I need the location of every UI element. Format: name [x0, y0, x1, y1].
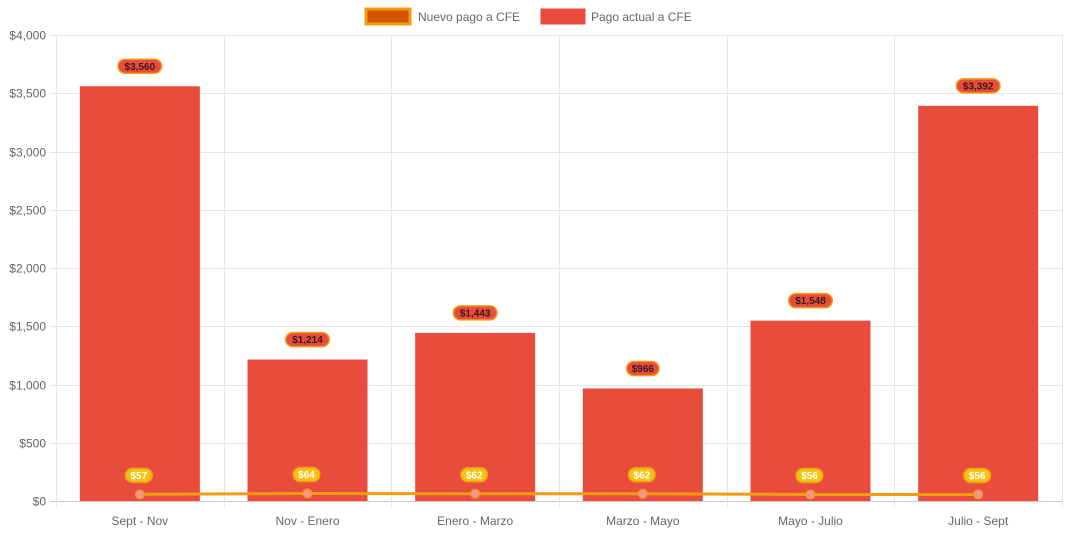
data-label-nuevo-pago-text: $56 [801, 471, 818, 482]
legend-label-pago-actual: Pago actual a CFE [591, 10, 692, 24]
data-label-pago-actual-bg [625, 360, 660, 377]
data-label-nuevo-pago-bg [124, 467, 153, 484]
legend-label-nuevo-pago: Nuevo pago a CFE [418, 10, 520, 24]
x-tick-label: Nov - Enero [275, 514, 339, 528]
point-nuevo-pago [302, 488, 313, 499]
y-tick-label: $1,500 [9, 320, 46, 334]
line-layer [134, 488, 984, 500]
data-label-nuevo-pago-text: $56 [969, 471, 986, 482]
point-nuevo-pago [637, 488, 648, 499]
y-tick-label: $500 [19, 437, 46, 451]
point-nuevo-pago [805, 489, 816, 500]
y-tick-label: $4,000 [9, 29, 46, 43]
data-label-pago-actual: $1,214 [284, 331, 331, 348]
data-label-nuevo-pago-text: $62 [633, 470, 650, 481]
x-tick-label: Enero - Marzo [437, 514, 513, 528]
x-tick-label: Mayo - Julio [778, 514, 843, 528]
data-label-nuevo-pago: $57 [124, 467, 153, 484]
legend-swatch-pago-actual [540, 8, 586, 25]
y-tick-label: $1,000 [9, 379, 46, 393]
data-label-nuevo-pago: $64 [292, 466, 321, 483]
bar-pago-actual [79, 86, 200, 501]
data-label-pago-actual-text: $3,392 [963, 81, 994, 92]
bar-layer [79, 86, 1039, 501]
y-tick-label: $3,000 [9, 146, 46, 160]
data-label-nuevo-pago-bg [460, 467, 489, 483]
point-nuevo-pago [134, 489, 145, 500]
grid-layer [50, 35, 1063, 507]
data-label-pago-actual: $1,548 [787, 292, 834, 309]
x-tick-label: Julio - Sept [948, 514, 1009, 528]
axis-layer: $0 $500 $1,000 $1,500 $2,000 $2,500 $3,000 $3,5… [9, 29, 1009, 529]
bar-pago-actual [582, 388, 703, 501]
data-label-nuevo-pago-bg [292, 466, 321, 483]
x-tick-label: Marzo - Mayo [606, 514, 680, 528]
data-label-nuevo-pago-bg [795, 467, 824, 484]
data-label-pago-actual-bg [284, 331, 331, 348]
data-label-pago-actual-bg [787, 292, 834, 309]
data-label-pago-actual: $966 [625, 360, 660, 377]
data-label-pago-actual-text: $3,560 [125, 62, 156, 73]
data-label-nuevo-pago: $62 [627, 467, 656, 483]
line-nuevo-pago [139, 492, 979, 496]
legend: Nuevo pago a CFE Pago actual a CFE [364, 7, 692, 26]
bar-pago-actual [918, 105, 1039, 501]
data-label-nuevo-pago-text: $62 [466, 470, 483, 481]
point-nuevo-pago [470, 488, 481, 499]
point-nuevo-pago [973, 489, 984, 500]
data-label-nuevo-pago-bg [963, 467, 992, 484]
data-label-pago-actual-text: $1,548 [795, 296, 826, 307]
y-tick-label: $2,500 [9, 204, 46, 218]
data-label-pago-actual: $3,560 [117, 58, 163, 75]
legend-swatch-nuevo-pago [364, 7, 412, 26]
data-label-pago-actual-text: $1,214 [292, 335, 323, 346]
legend-item-nuevo-pago[interactable]: Nuevo pago a CFE [364, 7, 520, 26]
data-label-pago-actual-bg [955, 78, 1001, 94]
y-tick-label: $3,500 [9, 87, 46, 101]
data-label-pago-actual-bg [117, 58, 163, 75]
y-tick-label: $0 [33, 495, 47, 509]
data-label-nuevo-pago: $62 [460, 467, 489, 483]
data-label-pago-actual: $1,443 [452, 305, 498, 321]
data-label-pago-actual-text: $966 [632, 364, 655, 375]
data-label-nuevo-pago: $56 [795, 467, 824, 484]
data-label-nuevo-pago: $56 [963, 467, 992, 484]
data-label-pago-actual-bg [452, 305, 498, 321]
data-label-nuevo-pago-text: $57 [130, 471, 147, 482]
x-tick-label: Sept - Nov [111, 514, 168, 528]
data-label-nuevo-pago-bg [627, 467, 656, 483]
data-label-pago-actual: $3,392 [955, 78, 1001, 94]
legend-item-pago-actual[interactable]: Pago actual a CFE [540, 8, 692, 25]
data-label-pago-actual-text: $1,443 [460, 308, 491, 319]
data-label-nuevo-pago-text: $64 [298, 470, 315, 481]
label-layer: $3,560 $1,214 $1,443 $966 $1,548 $3,392 $57 $64… [117, 58, 1001, 484]
y-tick-label: $2,000 [9, 262, 46, 276]
